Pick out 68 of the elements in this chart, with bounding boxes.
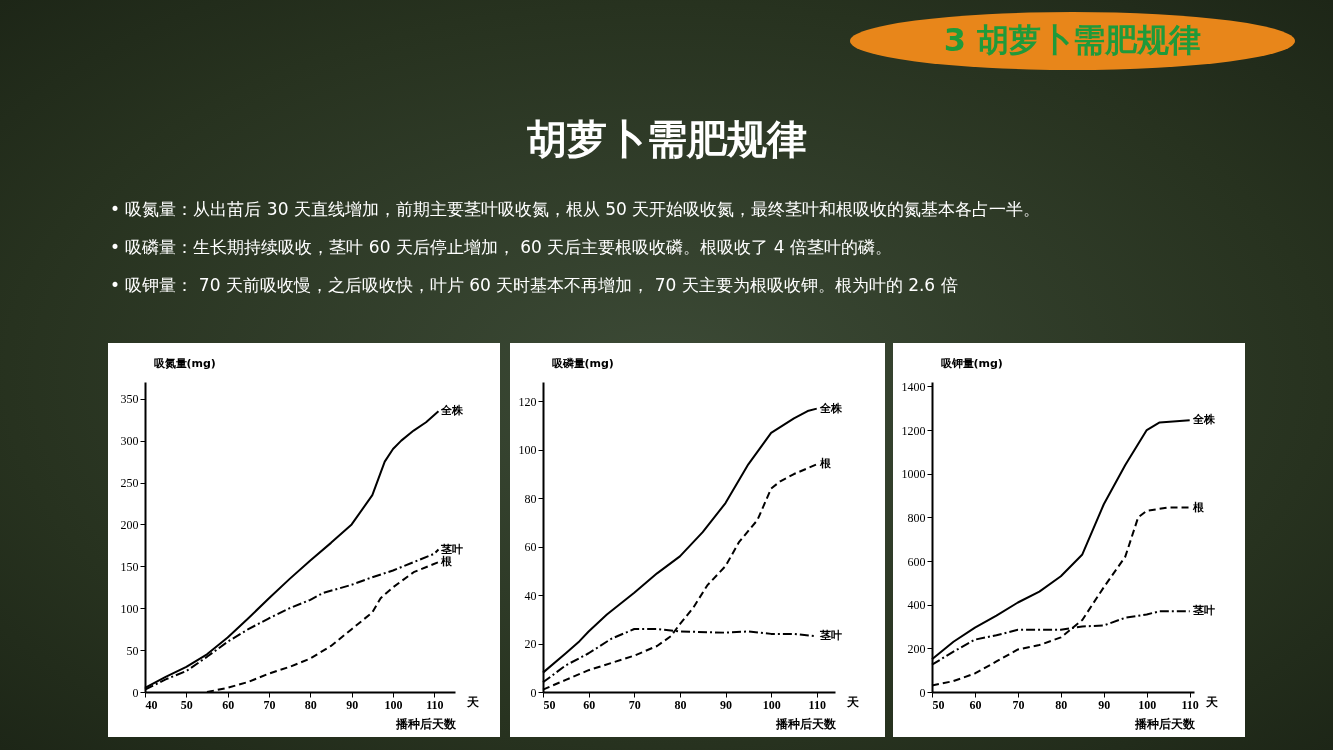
- text: • 吸氮量：从出苗后 30 天直线增加，前期主要茎叶吸收氮，根从 50 天开始吸收氮，最终茎叶和根吸收的氮基本各占一半。: [110, 198, 1041, 221]
- series-label: 全株: [818, 401, 843, 415]
- y-tick-label: 60: [524, 540, 537, 555]
- x-axis-title: 播种后天数: [394, 716, 457, 731]
- y-tick-label: 400: [907, 598, 926, 613]
- x-tick-label: 110: [808, 697, 826, 712]
- y-tick-label: 1000: [901, 467, 926, 482]
- y-tick-label: 150: [120, 559, 139, 574]
- y-tick-label: 200: [120, 517, 139, 532]
- x-axis-title: 播种后天数: [774, 716, 837, 731]
- y-axis-title: 吸钾量(mg): [940, 356, 1003, 370]
- text: 天: [1205, 695, 1219, 709]
- x-tick-label: 50: [932, 697, 945, 712]
- x-tick-label: 90: [720, 697, 732, 712]
- y-tick-label: 0: [132, 685, 139, 700]
- y-tick-label: 80: [524, 491, 537, 506]
- y-tick-label: 0: [919, 685, 926, 700]
- x-tick-label: 110: [1181, 697, 1199, 712]
- series-label: 茎叶: [440, 542, 464, 556]
- y-tick-label: 1200: [901, 423, 926, 438]
- x-tick-label: 60: [969, 697, 982, 712]
- text: • 吸钾量： 70 天前吸收慢，之后吸收快，叶片 60 天时基本不再增加， 70 天主要为根吸收钾。根为叶的 2.6 倍: [110, 274, 959, 297]
- series-label: 全株: [440, 404, 465, 418]
- y-axis-title: 吸氮量(mg): [153, 356, 216, 370]
- series-label: 根: [1191, 500, 1205, 514]
- series-label: 根: [440, 555, 454, 569]
- x-tick-label: 80: [304, 697, 317, 712]
- y-tick-label: 1400: [901, 379, 926, 394]
- x-tick-label: 100: [384, 697, 403, 712]
- x-tick-label: 100: [1138, 697, 1157, 712]
- x-tick-label: 60: [583, 697, 596, 712]
- y-tick-label: 0: [530, 685, 537, 700]
- label-pill: 3 胡萝卜需肥规律: [850, 12, 1295, 70]
- x-tick-label: 90: [1098, 697, 1111, 712]
- x-axis-title: 播种后天数: [1133, 716, 1196, 731]
- series-label: 茎叶: [1191, 604, 1215, 618]
- y-tick-label: 250: [120, 476, 139, 491]
- y-tick-label: 20: [524, 637, 537, 652]
- y-tick-label: 350: [120, 392, 139, 407]
- x-tick-label: 110: [426, 697, 444, 712]
- y-tick-label: 40: [524, 588, 537, 603]
- series-label: 全株: [1191, 413, 1216, 427]
- x-tick-label: 70: [628, 697, 641, 712]
- series-label: 根: [818, 457, 832, 471]
- text: 天: [846, 695, 860, 709]
- y-tick-label: 50: [126, 643, 139, 658]
- y-axis-title: 吸磷量(mg): [551, 356, 614, 370]
- x-tick-label: 70: [1012, 697, 1025, 712]
- y-tick-label: 120: [518, 394, 537, 409]
- y-tick-label: 100: [120, 601, 139, 616]
- x-tick-label: 80: [674, 697, 687, 712]
- text: 胡萝卜需肥规律: [525, 114, 808, 164]
- text: 天: [466, 695, 480, 709]
- text: • 吸磷量：生长期持续吸收，茎叶 60 天后停止增加， 60 天后主要根吸收磷。根吸收了 4 倍茎叶的磷。: [110, 236, 893, 259]
- y-tick-label: 600: [907, 554, 926, 569]
- x-tick-label: 70: [263, 697, 276, 712]
- x-tick-label: 50: [543, 697, 556, 712]
- x-tick-label: 50: [180, 697, 193, 712]
- x-tick-label: 80: [1055, 697, 1068, 712]
- x-tick-label: 90: [346, 697, 359, 712]
- y-tick-label: 200: [907, 641, 926, 656]
- series-label: 茎叶: [818, 629, 842, 643]
- x-tick-label: 60: [222, 697, 235, 712]
- y-tick-label: 300: [120, 434, 139, 449]
- x-tick-label: 40: [145, 697, 158, 712]
- y-tick-label: 800: [907, 510, 926, 525]
- x-tick-label: 100: [762, 697, 781, 712]
- y-tick-label: 100: [518, 443, 537, 458]
